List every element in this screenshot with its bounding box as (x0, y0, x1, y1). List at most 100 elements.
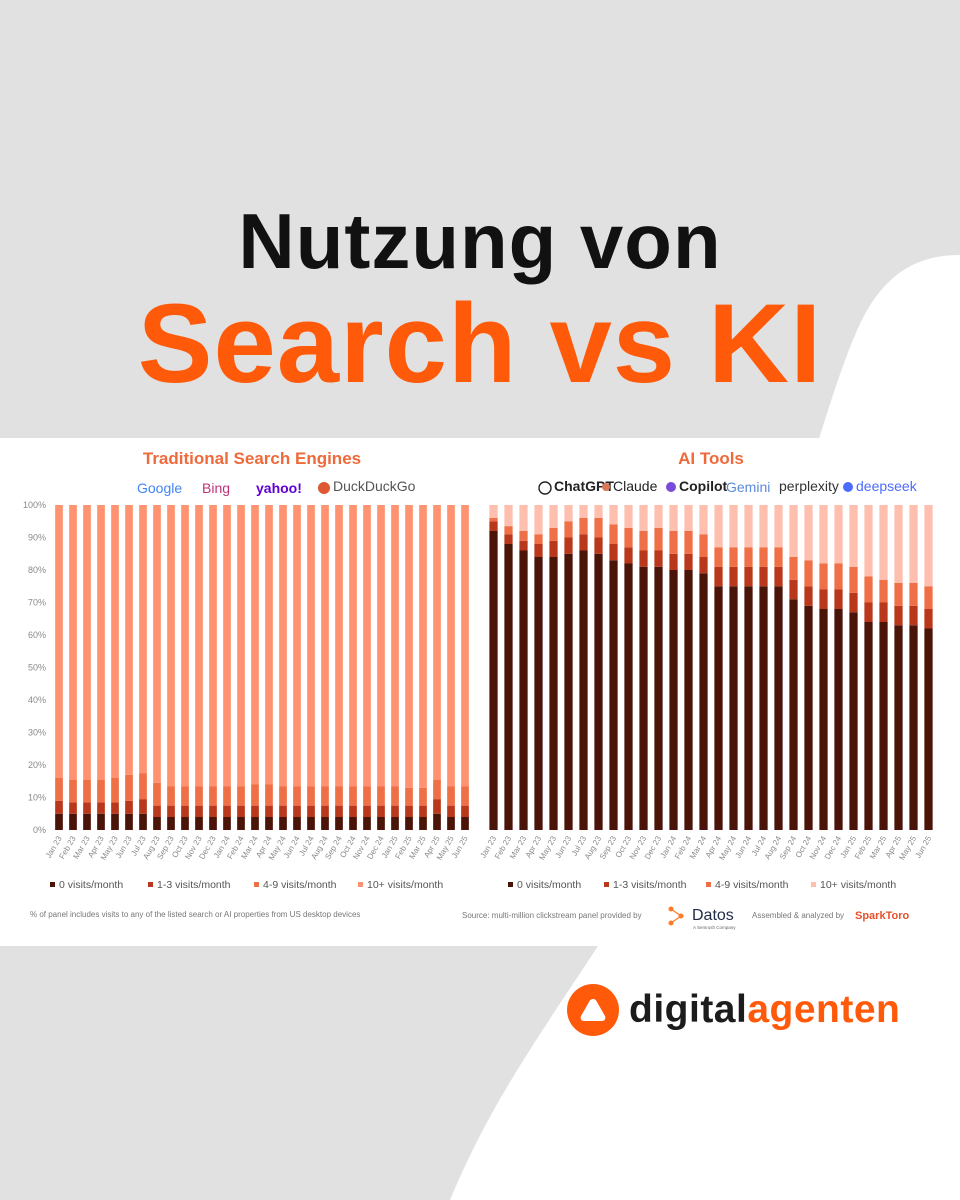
search-bar-segment (111, 813, 119, 830)
ai-bar-segment (639, 505, 648, 531)
search-bar-segment (97, 505, 105, 780)
ai-bar-segment (849, 505, 858, 567)
search-bar-segment (293, 805, 301, 818)
ai-bar-segment (894, 605, 903, 626)
search-bar-segment (97, 813, 105, 830)
y-tick-label: 90% (28, 533, 46, 543)
ai-bar-segment (894, 505, 903, 583)
ai-bar-segment (834, 505, 843, 564)
ai-bar-segment (684, 505, 693, 531)
search-legend-swatch (50, 882, 55, 887)
ai-bar-segment (774, 505, 783, 548)
brand-logo: digitalagenten (567, 980, 900, 1040)
search-bar-segment (83, 802, 91, 814)
search-bar-segment (377, 805, 385, 818)
search-bar-segment (279, 505, 287, 787)
search-bar-segment (307, 817, 315, 830)
brand-triangle-icon (567, 984, 619, 1036)
search-bar-segment (335, 817, 343, 830)
claude-logo: Claude (613, 478, 658, 494)
search-bar-segment (335, 805, 343, 818)
ai-bar-segment (654, 527, 663, 551)
ai-bar-segment (639, 550, 648, 567)
search-bar-segment (321, 805, 329, 818)
search-bar-segment (391, 805, 399, 818)
search-legend-swatch (148, 882, 153, 887)
search-bar-segment (405, 787, 413, 806)
ai-bar-segment (624, 547, 633, 564)
ai-bar-segment (579, 534, 588, 551)
search-legend-label: 4-9 visits/month (263, 879, 337, 891)
search-bar-segment (55, 800, 63, 814)
y-tick-label: 50% (28, 663, 46, 673)
ai-bar-segment (744, 566, 753, 587)
heading-line2: Search vs KI (137, 281, 823, 406)
search-bar-segment (153, 805, 161, 818)
search-bar-segment (181, 805, 189, 818)
search-bar-segment (153, 817, 161, 830)
search-bar-segment (419, 817, 427, 830)
ai-bar-segment (714, 566, 723, 587)
search-bar-segment (391, 505, 399, 787)
search-legend: 0 visits/month 1-3 visits/month 4-9 visits… (50, 879, 443, 891)
ai-bar-segment (564, 553, 573, 830)
ai-bar-segment (669, 531, 678, 554)
ai-legend-swatch (604, 882, 609, 887)
ai-legend-swatch (811, 882, 816, 887)
ai-bar-segment (879, 579, 888, 603)
search-bar-segment (419, 805, 427, 818)
ai-bar-segment (534, 534, 543, 544)
ai-bar-segment (849, 566, 858, 593)
perplexity-logo: perplexity (779, 478, 839, 494)
deepseek-logo: deepseek (856, 478, 918, 494)
ai-bar-segment (549, 527, 558, 541)
ai-bar-segment (819, 609, 828, 830)
ai-bar-segment (834, 563, 843, 590)
search-bar-segment (279, 805, 287, 818)
search-bar-segment (69, 779, 77, 803)
ai-bar-segment (504, 505, 513, 527)
ai-bar-segment (624, 505, 633, 528)
ai-x-tick-label: Jun 25 (913, 834, 933, 860)
search-bar-segment (181, 505, 189, 787)
ai-bar-segment (669, 553, 678, 570)
ai-bar-segment (519, 540, 528, 551)
ai-bar-segment (759, 547, 768, 567)
ai-bar-segment (594, 537, 603, 554)
ai-bar-segment (489, 531, 498, 830)
ai-bar-segment (894, 583, 903, 606)
search-chart-title: Traditional Search Engines (143, 449, 361, 468)
google-logo: Google (137, 480, 182, 496)
ai-bar-segment (654, 566, 663, 830)
search-bar-segment (447, 817, 455, 830)
search-bar-segment (111, 505, 119, 778)
search-bar-segment (363, 505, 371, 787)
y-tick-label: 70% (28, 598, 46, 608)
ai-bar-segment (609, 524, 618, 544)
search-bar-segment (405, 805, 413, 818)
ai-bar-segment (639, 531, 648, 551)
chatgpt-logo: ChatGPT (554, 478, 614, 494)
search-bar-segment (111, 802, 119, 814)
search-bar-segment (223, 805, 231, 818)
ai-bar-segment (864, 505, 873, 577)
source-note: Source: multi-million clickstream panel … (462, 911, 642, 920)
search-bar-segment (97, 779, 105, 803)
search-bar-segment (209, 786, 217, 806)
ai-bar-segment (924, 628, 933, 830)
ai-bar-segment (684, 531, 693, 554)
search-bar-segment (83, 813, 91, 830)
search-bar-segment (153, 505, 161, 783)
ai-x-tick-label: Jun 24 (733, 834, 753, 860)
search-bar-segment (419, 787, 427, 806)
ai-bar-segment (579, 505, 588, 518)
search-bar-segment (167, 505, 175, 787)
ai-bar-segment (534, 505, 543, 535)
search-bar-segment (237, 805, 245, 818)
search-bar-segment (335, 786, 343, 806)
search-bar-segment (265, 805, 273, 818)
search-bar-segment (349, 505, 357, 787)
y-tick-label: 0% (33, 825, 46, 835)
yahoo-logo: yahoo! (256, 480, 302, 496)
